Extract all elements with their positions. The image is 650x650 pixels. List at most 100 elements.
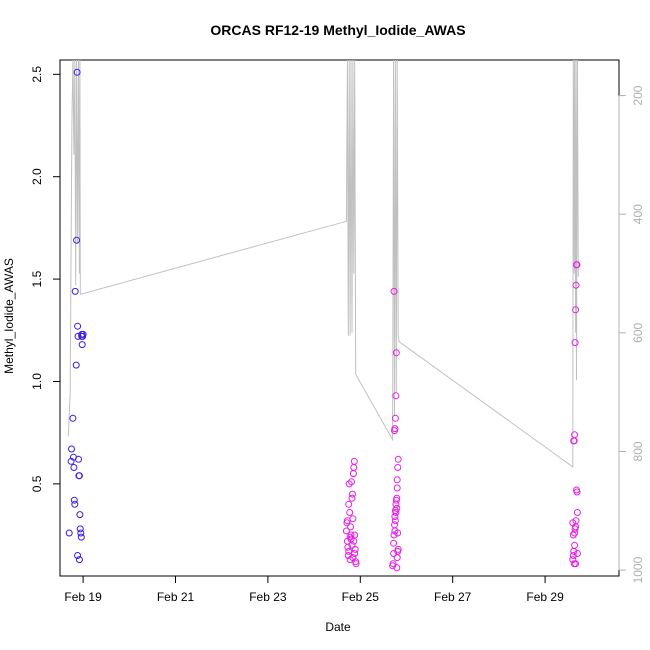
y-tick-label: 2.5 (30, 66, 44, 83)
data-point (76, 511, 84, 519)
data-point (68, 445, 75, 453)
data-point (77, 529, 85, 537)
data-point (352, 560, 360, 568)
data-point (79, 330, 87, 338)
data-point (393, 564, 401, 572)
data-point (344, 543, 352, 551)
data-point (65, 529, 73, 537)
chart-title: ORCAS RF12-19 Methyl_Iodide_AWAS (210, 22, 465, 38)
x-tick-label: Feb 25 (342, 590, 380, 604)
data-point (394, 455, 402, 463)
data-point (76, 525, 84, 533)
data-point (348, 478, 355, 486)
data-point (342, 527, 350, 535)
data-point (75, 455, 82, 463)
data-point (348, 494, 356, 502)
axes-layer: Feb 19 Feb 21 Feb 23 Feb 25 Feb 27 Feb 29 0.5 1… (30, 66, 645, 604)
right-tick-label: 800 (631, 441, 645, 461)
data-point (572, 306, 580, 314)
data-point (392, 509, 400, 516)
data-point (350, 457, 358, 465)
data-point (569, 552, 577, 559)
data-point (78, 341, 86, 349)
data-point (572, 281, 580, 289)
plot-frame (59, 59, 620, 577)
right-tick-label: 600 (631, 322, 645, 342)
data-point (71, 500, 79, 508)
data-point (394, 529, 402, 537)
data-point (67, 457, 75, 465)
data-point (347, 535, 355, 543)
y-axis-label: Methyl_Iodide_AWAS (2, 258, 16, 374)
data-point (73, 68, 81, 76)
x-tick-label: Feb 29 (526, 590, 564, 604)
data-point (391, 517, 399, 525)
data-point (390, 287, 398, 295)
data-point (393, 476, 401, 484)
data-point (571, 431, 579, 439)
data-point (345, 480, 353, 488)
data-point (77, 533, 85, 541)
data-point (572, 560, 580, 568)
altitude-line-layer (67, 59, 579, 468)
data-point (74, 322, 82, 330)
data-point (390, 550, 398, 557)
data-point (390, 531, 398, 539)
data-point (346, 509, 354, 516)
data-point (391, 521, 398, 529)
data-point (345, 500, 353, 508)
data-point (345, 547, 353, 555)
data-point (391, 425, 399, 433)
data-point (390, 539, 398, 547)
data-point (351, 550, 359, 557)
data-point (70, 496, 78, 504)
data-point (349, 470, 357, 478)
data-point (75, 472, 83, 480)
data-point (573, 261, 581, 269)
data-point (393, 504, 401, 512)
right-tick-label: 1000 (631, 556, 645, 583)
data-point (74, 552, 82, 559)
data-point (571, 541, 579, 549)
y-tick-label: 1.5 (30, 270, 44, 287)
data-point (391, 414, 399, 422)
data-point (392, 392, 400, 400)
data-point (70, 464, 78, 471)
data-point (393, 554, 401, 562)
x-axis-label: Date (325, 620, 351, 634)
data-point (350, 464, 358, 471)
x-tick-label: Feb 21 (157, 590, 195, 604)
data-point (569, 519, 577, 527)
x-tick-label: Feb 23 (249, 590, 287, 604)
data-point (394, 545, 402, 553)
points-layer (65, 68, 581, 572)
data-point (72, 361, 80, 369)
data-point (69, 414, 77, 422)
x-tick-label: Feb 19 (64, 590, 102, 604)
data-point (389, 560, 397, 568)
data-point (392, 349, 400, 357)
data-point (348, 490, 356, 498)
x-tick-label: Feb 27 (434, 590, 472, 604)
right-tick-label: 400 (631, 204, 645, 224)
data-point (394, 464, 402, 471)
y-tick-label: 2.0 (30, 168, 44, 185)
data-point (347, 523, 355, 531)
right-tick-label: 200 (631, 85, 645, 105)
data-point (73, 236, 81, 244)
altitude-line (67, 59, 579, 468)
data-point (573, 509, 581, 516)
data-point (349, 554, 357, 562)
data-point (571, 339, 579, 347)
data-point (71, 287, 79, 295)
data-point (573, 550, 581, 557)
data-point (393, 494, 401, 502)
y-tick-label: 0.5 (30, 475, 44, 492)
data-point (393, 484, 401, 492)
data-point (573, 488, 581, 496)
y-tick-label: 1.0 (30, 373, 44, 390)
data-point (569, 531, 577, 539)
data-point (343, 517, 351, 525)
data-point (75, 556, 83, 564)
